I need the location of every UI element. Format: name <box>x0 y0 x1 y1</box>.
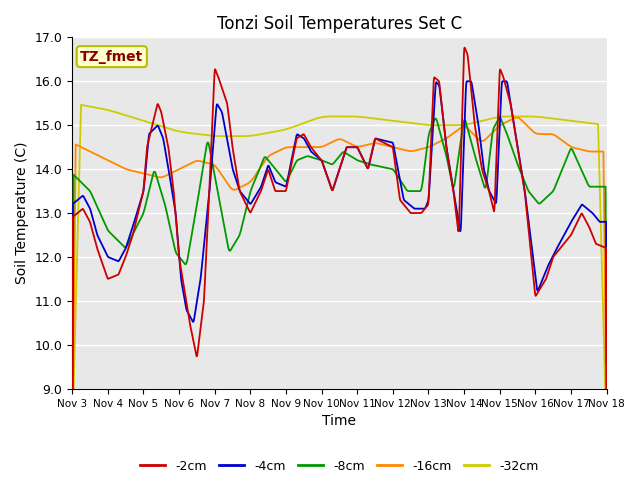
Y-axis label: Soil Temperature (C): Soil Temperature (C) <box>15 142 29 284</box>
Text: TZ_fmet: TZ_fmet <box>80 49 143 64</box>
Legend: -2cm, -4cm, -8cm, -16cm, -32cm: -2cm, -4cm, -8cm, -16cm, -32cm <box>135 455 543 478</box>
X-axis label: Time: Time <box>323 414 356 428</box>
Title: Tonzi Soil Temperatures Set C: Tonzi Soil Temperatures Set C <box>217 15 462 33</box>
